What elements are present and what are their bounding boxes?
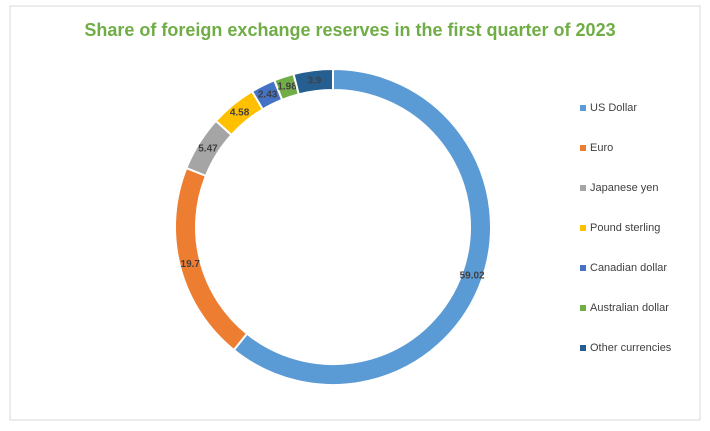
- legend-swatch: [580, 145, 586, 151]
- legend-swatch: [580, 265, 586, 271]
- chart-title: Share of foreign exchange reserves in th…: [84, 20, 615, 40]
- data-label: 2.43: [258, 89, 278, 100]
- chart-border: [9, 5, 701, 421]
- legend-label: Australian dollar: [590, 302, 669, 314]
- legend-swatch: [580, 345, 586, 351]
- data-label: 5.47: [198, 143, 218, 154]
- legend-label: Pound sterling: [590, 222, 660, 234]
- data-label: 19.7: [181, 259, 201, 270]
- legend-swatch: [580, 185, 586, 191]
- data-label: 1.98: [277, 81, 297, 92]
- legend-swatch: [580, 305, 586, 311]
- legend-swatch: [580, 225, 586, 231]
- data-label: 59.02: [460, 271, 485, 282]
- data-label: 4.58: [230, 108, 250, 119]
- data-label: 3.9: [307, 75, 321, 86]
- legend-label: Canadian dollar: [590, 262, 667, 274]
- slice: [292, 67, 334, 96]
- legend-label: US Dollar: [590, 102, 637, 114]
- legend-swatch: [580, 105, 586, 111]
- legend-label: Other currencies: [590, 342, 672, 354]
- legend-label: Japanese yen: [590, 182, 659, 194]
- legend-label: Euro: [590, 142, 613, 154]
